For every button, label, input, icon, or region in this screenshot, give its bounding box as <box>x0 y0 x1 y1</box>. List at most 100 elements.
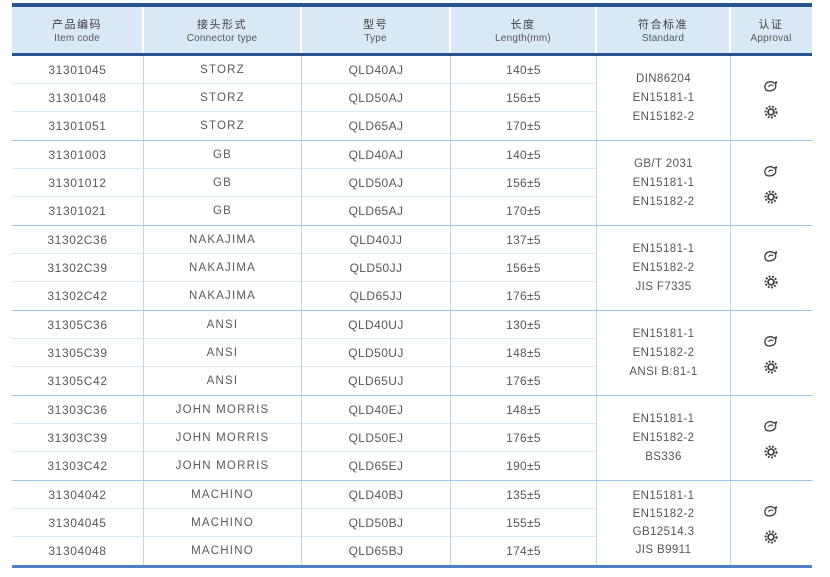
standard-line: EN15181-1 <box>632 327 695 340</box>
length-cell: 174±5 <box>451 537 597 565</box>
certification-stamp-icon <box>764 335 778 347</box>
header-en-length: Length(mm) <box>495 33 551 44</box>
certification-gear-icon <box>764 275 778 288</box>
item-code-cell: 31301051 <box>12 112 144 140</box>
standard-line: GB12514.3 <box>632 526 695 538</box>
standard-line: ANSI B:81-1 <box>629 365 698 378</box>
standard-line: EN15181-1 <box>632 242 695 255</box>
type-cell: QLD50AJ <box>302 169 451 197</box>
standards-cell: EN15181-1 EN15182-2 BS336 <box>597 396 731 480</box>
approval-cell <box>731 481 811 565</box>
header-zh-approval: 认证 <box>758 19 784 31</box>
item-code-cell: 31305C42 <box>12 367 144 395</box>
item-code-cell: 31301048 <box>12 84 144 112</box>
type-cell: QLD65AJ <box>302 112 451 140</box>
item-code-cell: 31304048 <box>12 537 144 565</box>
type-cell: QLD65JJ <box>302 282 451 310</box>
header-en-connector-type: Connector type <box>186 33 258 44</box>
type-cell: QLD65UJ <box>302 367 451 395</box>
item-code-cell: 31303C42 <box>12 452 144 480</box>
column-header-length: 长度 Length(mm) <box>451 7 597 53</box>
connector-type-cell: ANSI <box>144 311 302 339</box>
connector-type-cell: GB <box>144 197 302 225</box>
product-group-storz: 31301045 STORZ QLD40AJ 140±5 31301048 ST… <box>12 56 812 141</box>
certification-stamp-icon <box>764 80 778 92</box>
item-code-cell: 31302C36 <box>12 226 144 254</box>
type-cell: QLD50BJ <box>302 509 451 537</box>
certification-gear-icon <box>764 360 778 373</box>
connector-type-cell: NAKAJIMA <box>144 254 302 282</box>
column-header-standard: 符合标准 Standard <box>597 7 731 53</box>
standards-cell: GB/T 2031 EN15181-1 EN15182-2 <box>597 141 731 225</box>
certification-gear-icon <box>764 445 778 458</box>
type-cell: QLD65EJ <box>302 452 451 480</box>
standard-line: EN15181-1 <box>632 490 695 502</box>
approval-cell <box>731 311 811 395</box>
standards-cell: EN15181-1 EN15182-2 GB12514.3 JIS B9911 <box>597 481 731 565</box>
standard-line: EN15182-2 <box>632 261 695 274</box>
approval-cell <box>731 56 811 140</box>
standard-line: GB/T 2031 <box>633 157 693 170</box>
table-body: 31301045 STORZ QLD40AJ 140±5 31301048 ST… <box>12 56 812 565</box>
length-cell: 155±5 <box>451 509 597 537</box>
connector-type-cell: MACHINO <box>144 481 302 509</box>
product-table: 产品编码 Item code 接头形式 Connector type 型号 Ty… <box>12 3 812 568</box>
length-cell: 140±5 <box>451 56 597 84</box>
item-code-cell: 31304042 <box>12 481 144 509</box>
length-cell: 170±5 <box>451 112 597 140</box>
length-cell: 176±5 <box>451 282 597 310</box>
item-code-cell: 31303C36 <box>12 396 144 424</box>
type-cell: QLD65BJ <box>302 537 451 565</box>
standard-line: EN15182-2 <box>632 195 695 208</box>
type-cell: QLD40UJ <box>302 311 451 339</box>
column-header-type: 型号 Type <box>302 7 451 53</box>
standard-line: EN15181-1 <box>632 91 695 104</box>
certification-stamp-icon <box>764 250 778 262</box>
connector-type-cell: ANSI <box>144 367 302 395</box>
product-group-machino: 31304042 MACHINO QLD40BJ 135±5 31304045 … <box>12 481 812 565</box>
standard-line: EN15182-2 <box>632 110 695 123</box>
connector-type-cell: JOHN MORRIS <box>144 424 302 452</box>
standard-line: DIN86204 <box>636 72 691 85</box>
column-header-item-code: 产品编码 Item code <box>12 7 144 53</box>
connector-type-cell: GB <box>144 141 302 169</box>
item-code-cell: 31305C39 <box>12 339 144 367</box>
length-cell: 190±5 <box>451 452 597 480</box>
standard-line: EN15181-1 <box>632 176 695 189</box>
length-cell: 170±5 <box>451 197 597 225</box>
header-en-type: Type <box>364 33 387 44</box>
connector-type-cell: JOHN MORRIS <box>144 396 302 424</box>
connector-type-cell: JOHN MORRIS <box>144 452 302 480</box>
certification-stamp-icon <box>764 165 778 177</box>
standard-line: JIS B9911 <box>635 544 692 556</box>
column-header-approval: 认证 Approval <box>731 7 811 53</box>
column-header-connector-type: 接头形式 Connector type <box>144 7 302 53</box>
type-cell: QLD40BJ <box>302 481 451 509</box>
standard-line: BS336 <box>645 450 682 463</box>
type-cell: QLD50JJ <box>302 254 451 282</box>
standards-cell: DIN86204 EN15181-1 EN15182-2 <box>597 56 731 140</box>
length-cell: 156±5 <box>451 254 597 282</box>
item-code-cell: 31301045 <box>12 56 144 84</box>
connector-type-cell: MACHINO <box>144 537 302 565</box>
connector-type-cell: STORZ <box>144 84 302 112</box>
type-cell: QLD40JJ <box>302 226 451 254</box>
header-zh-standard: 符合标准 <box>638 19 688 31</box>
length-cell: 140±5 <box>451 141 597 169</box>
type-cell: QLD40EJ <box>302 396 451 424</box>
length-cell: 176±5 <box>451 367 597 395</box>
item-code-cell: 31303C39 <box>12 424 144 452</box>
product-group-nakajima: 31302C36 NAKAJIMA QLD40JJ 137±5 31302C39… <box>12 226 812 311</box>
certification-stamp-icon <box>764 420 778 432</box>
length-cell: 130±5 <box>451 311 597 339</box>
connector-type-cell: NAKAJIMA <box>144 226 302 254</box>
type-cell: QLD50EJ <box>302 424 451 452</box>
product-group-gb: 31301003 GB QLD40AJ 140±5 31301012 GB QL… <box>12 141 812 226</box>
standards-cell: EN15181-1 EN15182-2 ANSI B:81-1 <box>597 311 731 395</box>
connector-type-cell: ANSI <box>144 339 302 367</box>
length-cell: 148±5 <box>451 396 597 424</box>
standard-line: EN15182-2 <box>632 431 695 444</box>
header-zh-type: 型号 <box>363 19 388 31</box>
standards-cell: EN15181-1 EN15182-2 JIS F7335 <box>597 226 731 310</box>
